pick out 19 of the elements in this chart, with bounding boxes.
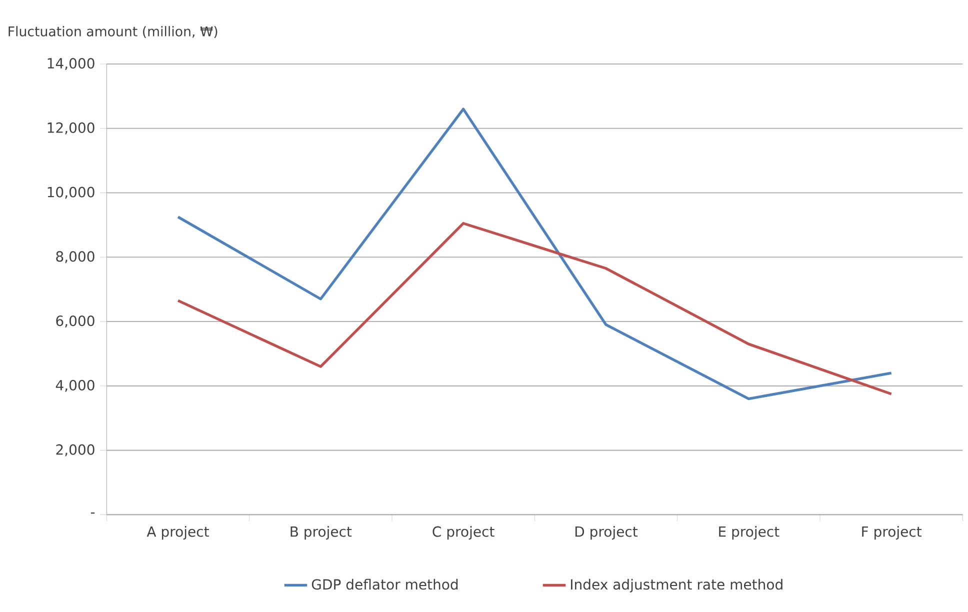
line-series xyxy=(176,222,893,396)
y-tick-label: 8,000 xyxy=(56,251,94,264)
y-tick-label: 6,000 xyxy=(56,316,94,328)
x-tick-label: C project xyxy=(432,526,494,540)
legend-label: GDP deflator method xyxy=(312,578,458,590)
x-tick-label: E project xyxy=(719,526,780,540)
y-tick-label: 12,000 xyxy=(48,122,94,134)
y-tick-label: - xyxy=(90,512,95,514)
x-tick-label: B project xyxy=(290,526,352,540)
y-tick-label: 2,000 xyxy=(56,444,94,456)
legend-label: Index adjustment rate method xyxy=(571,578,782,592)
y-tick-label: 10,000 xyxy=(48,186,94,199)
y-tick-label: 4,000 xyxy=(56,380,94,392)
line-series xyxy=(176,108,893,400)
x-tick-label: A project xyxy=(146,526,209,540)
x-tick-label: D project xyxy=(575,526,638,540)
x-tick-label: F project xyxy=(862,526,922,540)
y-axis-title: Fluctuation amount (million, ₩) xyxy=(8,26,218,38)
y-tick-label: 14,000 xyxy=(48,58,94,70)
